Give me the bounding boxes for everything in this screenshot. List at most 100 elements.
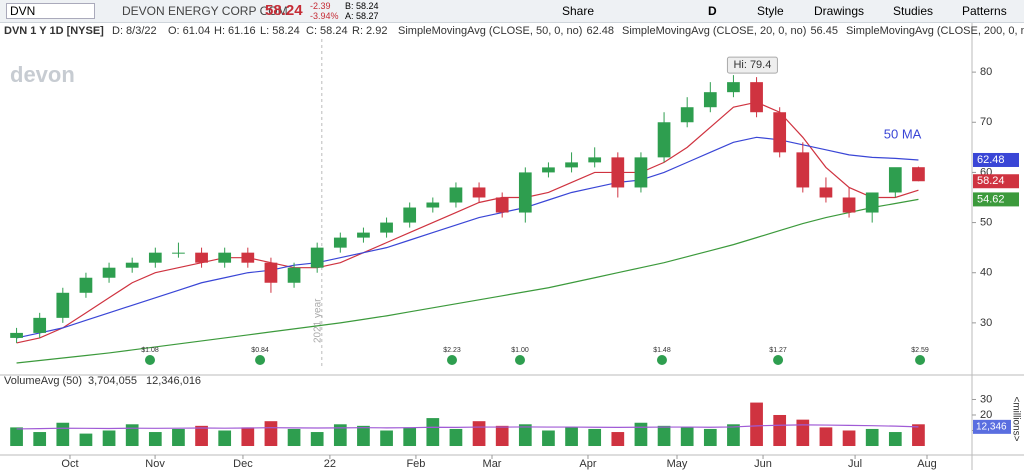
price-badge	[973, 152, 1019, 167]
ask: A: 58.27	[345, 11, 379, 21]
x-tick-label: Dec	[233, 458, 253, 470]
volume-bar	[888, 432, 902, 447]
candle-body	[588, 157, 602, 163]
x-tick-label: Nov	[145, 458, 165, 470]
volume-bar	[56, 422, 70, 447]
volume-bar	[703, 428, 717, 447]
dividend-icon	[144, 355, 155, 365]
volume-bar	[10, 427, 23, 447]
axis-label: <millions>	[1010, 396, 1021, 441]
background	[0, 23, 1024, 470]
x-tick-label: Oct	[61, 458, 78, 470]
info: H: 61.16	[214, 25, 256, 37]
dividend-icon	[915, 355, 926, 365]
dividend-label: $1.08	[141, 347, 159, 354]
candle-body	[287, 267, 301, 283]
company: DEVON ENERGY CORP COM	[122, 4, 288, 18]
price-badge-label: 62.48	[977, 154, 1005, 166]
volume-bar	[518, 424, 532, 447]
candle-body	[912, 167, 925, 182]
dividend-icon	[773, 355, 784, 365]
candle-body	[542, 167, 555, 173]
chart-title: DVN 1 Y 1D [NYSE]	[4, 25, 104, 37]
candle-body	[33, 317, 47, 333]
candle-body	[148, 252, 162, 263]
x-tick-label: Jun	[754, 458, 772, 470]
candle-body	[333, 237, 347, 248]
dividend-label: $1.48	[653, 347, 671, 354]
price-badge	[973, 174, 1019, 189]
volume-bar	[102, 430, 116, 447]
volume-bar	[495, 425, 509, 447]
candle-body	[727, 82, 740, 93]
volume-bar	[727, 424, 740, 447]
chart-title: VolumeAvg (50)	[4, 375, 82, 387]
x-tick-label: Apr	[579, 458, 596, 470]
volume-bar	[148, 432, 162, 447]
dividend-label: $0.84	[251, 347, 269, 354]
legend-entry: SimpleMovingAvg (CLOSE, 20, 0, no)	[622, 25, 806, 37]
dividend-icon	[514, 355, 525, 365]
info: 3,704,055	[88, 375, 137, 387]
volume-bar	[403, 427, 417, 447]
volume-bar	[634, 422, 648, 447]
info: D: 8/3/22	[112, 25, 157, 37]
candle-body	[750, 82, 763, 113]
tool[interactable]: Studies	[893, 4, 934, 18]
volume-bar	[680, 427, 694, 447]
candle-body	[495, 197, 509, 213]
x-tick-label: Mar	[483, 458, 502, 470]
candle-body	[680, 107, 694, 123]
y-tick-label: 20	[980, 409, 992, 421]
candle-body	[125, 262, 139, 268]
x-tick-label: Jul	[848, 458, 862, 470]
y-tick-label: 40	[980, 267, 992, 279]
tool[interactable]: Style	[757, 4, 784, 18]
volume-bar	[819, 427, 833, 447]
tool[interactable]: Patterns	[962, 4, 1007, 18]
volume-bar	[912, 424, 925, 447]
volume-bar	[542, 430, 555, 447]
candle-body	[102, 267, 116, 278]
legend-entry: SimpleMovingAvg (CLOSE, 50, 0, no)	[398, 25, 582, 37]
volume-bar	[842, 430, 856, 447]
annotation-box	[726, 56, 778, 74]
y-tick-label: 70	[980, 116, 992, 128]
ma-line	[16, 424, 919, 430]
candle-body	[842, 197, 856, 213]
volume-bar	[172, 428, 185, 447]
candle-body	[403, 207, 417, 223]
x-tick-label: 22	[324, 458, 336, 470]
volume-bar	[264, 421, 278, 447]
candle-body	[426, 202, 440, 208]
tool[interactable]: Drawings	[814, 4, 865, 18]
x-tick-label: Feb	[406, 458, 425, 470]
ma-line	[16, 136, 919, 339]
x-tick-label: May	[667, 458, 688, 470]
volume-bar	[588, 428, 602, 447]
candle-body	[10, 332, 23, 338]
tool[interactable]: Share	[562, 4, 595, 18]
candle-body	[565, 162, 578, 168]
dividend-icon	[255, 355, 266, 365]
price-badge-label: 58.24	[977, 175, 1005, 187]
dividend-label: $2.59	[911, 347, 929, 354]
y-tick-label: 30	[980, 393, 992, 405]
candle-body	[241, 252, 255, 263]
volume-bar	[287, 428, 301, 447]
y-tick-label: 80	[980, 66, 992, 78]
change: -2.39	[310, 1, 331, 11]
candle-body	[888, 167, 902, 193]
candle-body	[56, 292, 70, 318]
y-tick-label: 50	[980, 216, 992, 228]
tool[interactable]: D	[708, 4, 717, 18]
info: C: 58.24	[306, 25, 348, 37]
volume-bar	[380, 430, 393, 447]
symbol-box[interactable]: DVN	[6, 3, 95, 19]
bid: B: 58.24	[345, 1, 379, 11]
candle-body	[865, 192, 879, 213]
volume-bar	[33, 432, 47, 447]
volume-bar	[611, 432, 625, 447]
volume-bar	[426, 418, 440, 447]
